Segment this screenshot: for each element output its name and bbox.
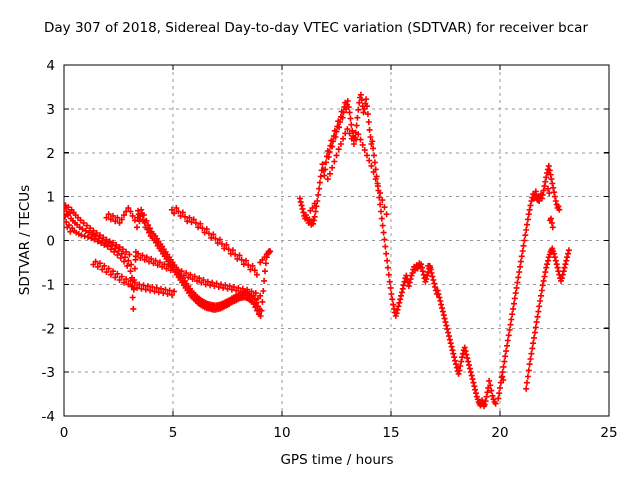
axis-tick-labels: -4 -3 -2 -1 0 1 2 3 4 0 5 10 15 20 25 — [42, 58, 618, 441]
data-series-sdtvar — [64, 91, 572, 410]
x-tick-label: 10 — [273, 425, 290, 441]
x-tick-label: 5 — [169, 425, 178, 441]
y-tick-label: 2 — [46, 146, 55, 162]
x-tick-label: 15 — [382, 425, 399, 441]
y-tick-label: -4 — [42, 409, 55, 425]
x-tick-label: 25 — [600, 425, 617, 441]
x-axis-label: GPS time / hours — [280, 452, 394, 468]
y-tick-label: 4 — [46, 58, 55, 74]
y-tick-label: 3 — [46, 102, 55, 118]
axis-ticks — [63, 64, 610, 417]
x-tick-label: 20 — [491, 425, 508, 441]
y-tick-label: -3 — [42, 365, 55, 381]
grid-lines — [64, 65, 609, 416]
y-tick-label: -1 — [42, 277, 55, 293]
page-title: Day 307 of 2018, Sidereal Day-to-day VTE… — [44, 20, 588, 36]
y-tick-label: 0 — [46, 234, 55, 250]
y-tick-label: -2 — [42, 321, 55, 337]
x-tick-label: 0 — [60, 425, 69, 441]
data-points — [64, 91, 572, 410]
y-tick-label: 1 — [46, 190, 55, 206]
